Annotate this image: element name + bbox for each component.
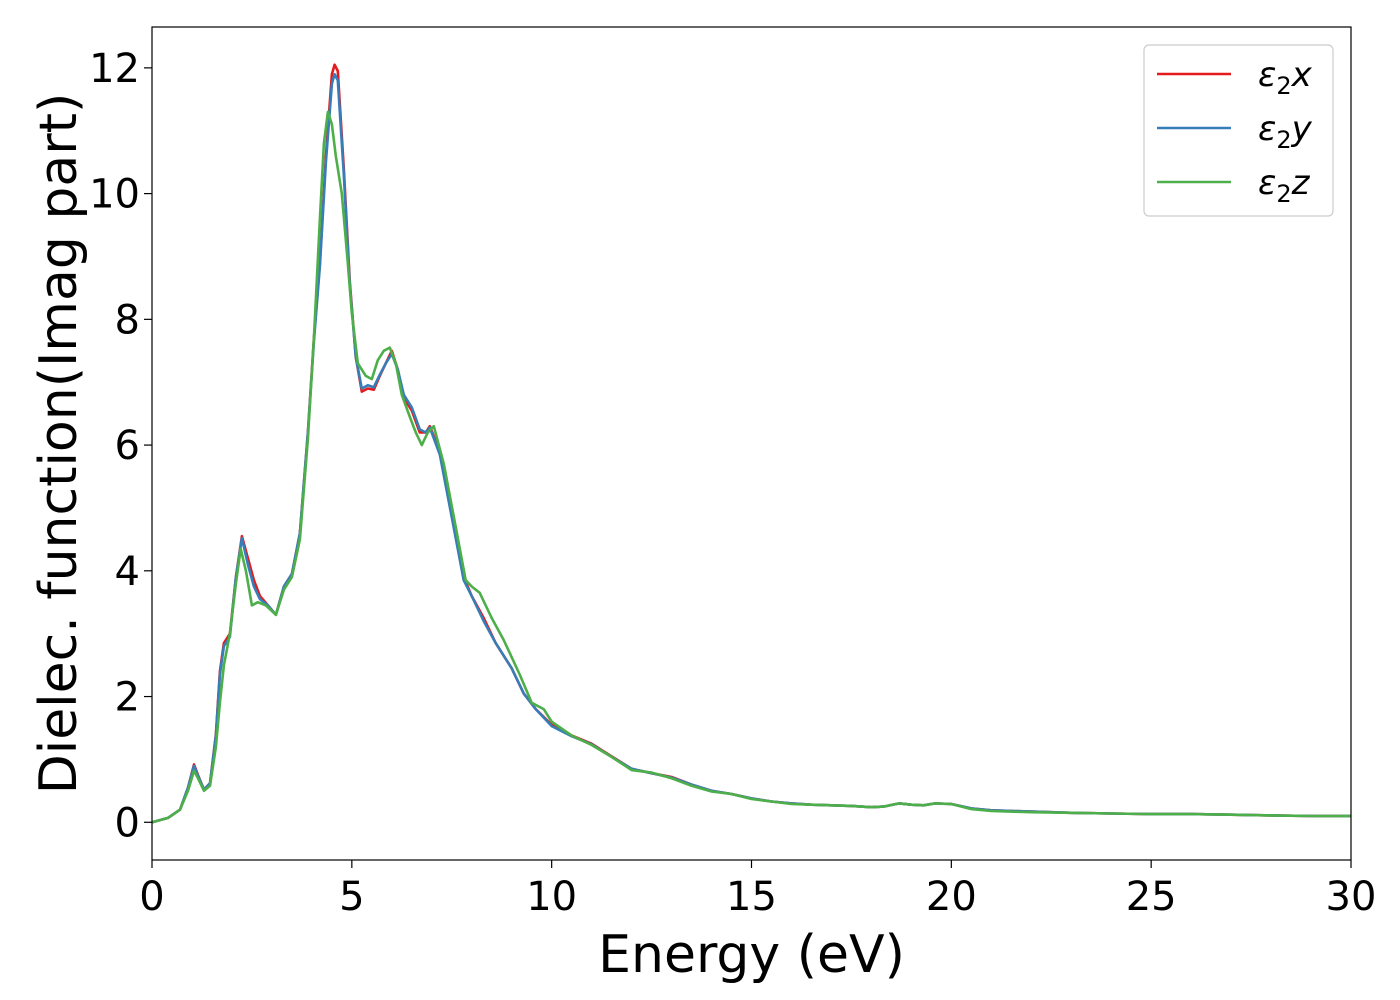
y-tick-label: 10 <box>89 172 140 218</box>
legend: ε2x ε2y ε2z <box>1143 44 1334 217</box>
series-line-z <box>152 110 1351 824</box>
series-layer <box>152 63 1351 824</box>
y-axis-ticks: 0 2 4 6 8 10 12 <box>89 46 152 846</box>
y-axis-title: Dielec. function(Imag part) <box>29 93 89 795</box>
x-axis-title: Energy (eV) <box>598 925 905 985</box>
x-tick-label: 30 <box>1326 874 1377 920</box>
x-axis-ticks: 0 5 10 15 20 25 30 <box>139 860 1376 920</box>
legend-label-z: ε2z <box>1258 163 1311 208</box>
legend-box <box>1143 44 1334 217</box>
x-tick-label: 10 <box>526 874 577 920</box>
legend-label-x: ε2x <box>1258 55 1313 100</box>
y-tick-label: 8 <box>115 297 140 343</box>
x-tick-label: 20 <box>926 874 977 920</box>
x-tick-label: 0 <box>139 874 164 920</box>
legend-label-y: ε2y <box>1258 109 1313 154</box>
y-tick-label: 6 <box>115 423 140 469</box>
y-tick-label: 2 <box>115 675 140 721</box>
x-tick-label: 15 <box>726 874 777 920</box>
y-tick-label: 12 <box>89 46 140 92</box>
x-tick-label: 5 <box>339 874 364 920</box>
y-tick-label: 0 <box>115 800 140 846</box>
y-tick-label: 4 <box>115 549 140 595</box>
x-tick-label: 25 <box>1126 874 1177 920</box>
